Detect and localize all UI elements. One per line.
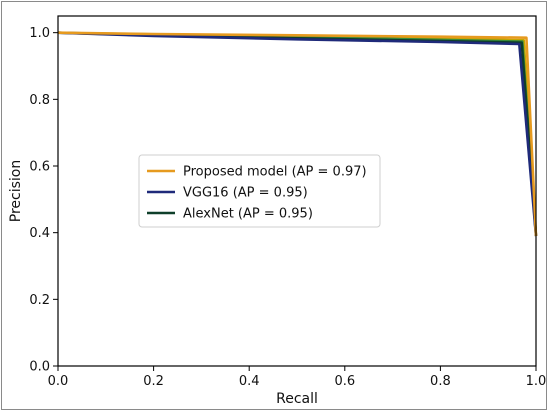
legend-box bbox=[138, 154, 381, 228]
x-tick-label-0: 0.0 bbox=[48, 374, 69, 389]
axes: 0.0 0.2 0.4 0.6 0.8 1.0 0.0 0.2 0.4 0.6 0.8 1.0 Reca… bbox=[8, 15, 547, 407]
legend-label-1: VGG16 (AP = 0.95) bbox=[183, 186, 308, 201]
legend-label-0: Proposed model (AP = 0.97) bbox=[183, 165, 367, 180]
series-line-0 bbox=[57, 31, 538, 237]
x-tick-label-2: 0.4 bbox=[239, 374, 260, 389]
x-tick-label-5: 1.0 bbox=[526, 374, 547, 389]
axes-frame bbox=[57, 15, 537, 367]
y-tick-label-2: 0.4 bbox=[29, 226, 50, 241]
legend: Proposed model (AP = 0.97) VGG16 (AP = 0.… bbox=[138, 154, 381, 228]
y-tick-label-5: 1.0 bbox=[29, 26, 50, 41]
x-axis-label: Recall bbox=[276, 391, 318, 407]
y-tick-label-4: 0.8 bbox=[29, 93, 50, 108]
legend-label-2: AlexNet (AP = 0.95) bbox=[183, 207, 313, 222]
y-axis-label: Precision bbox=[8, 160, 24, 222]
series-line-1 bbox=[57, 31, 538, 237]
x-tick-label-4: 0.8 bbox=[430, 374, 451, 389]
x-tick-label-1: 0.2 bbox=[143, 374, 164, 389]
y-tick-label-3: 0.6 bbox=[29, 160, 50, 175]
y-tick-label-0: 0.0 bbox=[29, 360, 50, 375]
x-tick-label-3: 0.6 bbox=[334, 374, 355, 389]
y-tick-label-1: 0.2 bbox=[29, 293, 50, 308]
